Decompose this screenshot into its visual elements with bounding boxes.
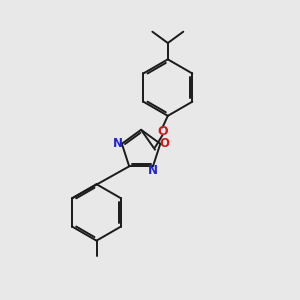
Text: N: N — [113, 137, 123, 150]
Text: N: N — [148, 164, 158, 177]
Text: O: O — [159, 137, 169, 150]
Text: O: O — [157, 125, 168, 138]
